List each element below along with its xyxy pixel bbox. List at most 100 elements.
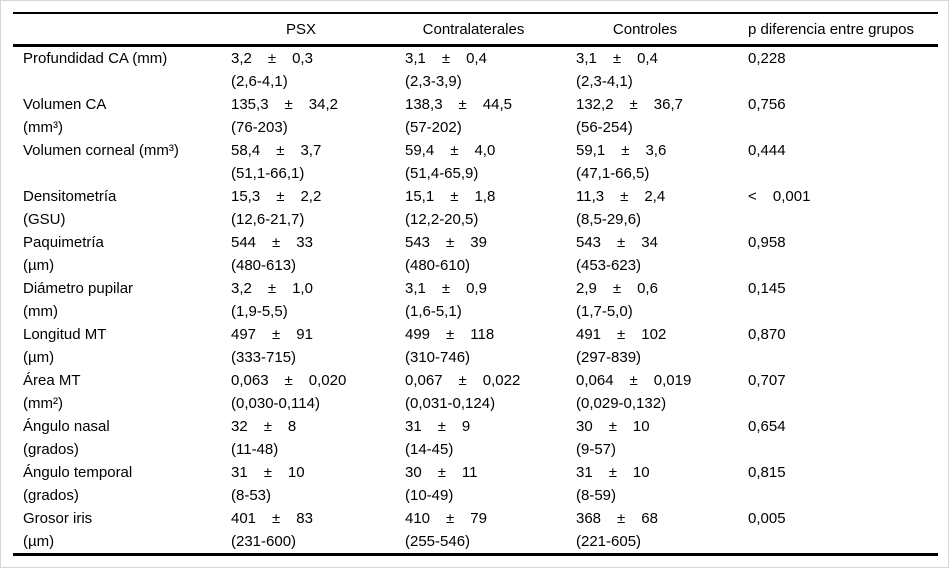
range-value: (8,5-29,6) xyxy=(576,211,642,228)
sd-value: 0,019 xyxy=(653,372,692,389)
value-cell-controles: 30 ±10 (9-57) xyxy=(576,415,748,461)
mean-value: 499 xyxy=(405,326,431,343)
mean-value: 138,3 xyxy=(405,96,443,113)
row-label: Área MT (mm²) xyxy=(13,369,231,415)
plus-minus-sign: ± xyxy=(608,418,617,435)
results-table: PSX Contralaterales Controles p diferenc… xyxy=(13,12,938,556)
mean-value: 31 xyxy=(576,464,593,481)
value-cell-contralaterales: 499 ±118 (310-746) xyxy=(405,323,576,369)
sd-value: 44,5 xyxy=(482,96,512,113)
sd-value: 1,0 xyxy=(292,280,313,297)
value-cell-psx: 15,3 ±2,2 (12,6-21,7) xyxy=(231,185,405,231)
row-label-unit: (grados) xyxy=(23,441,79,458)
table-row: Paquimetría (µm) 544 ±33 (480-613) 543 ±39… xyxy=(13,231,938,277)
mean-value: 0,064 xyxy=(576,372,614,389)
p-value: 0,707 xyxy=(748,372,786,389)
table-header: PSX Contralaterales Controles p diferenc… xyxy=(13,14,938,44)
mean-value: 0,067 xyxy=(405,372,443,389)
plus-minus-sign: ± xyxy=(458,372,467,389)
sd-value: 33 xyxy=(296,234,313,251)
plus-minus-sign: ± xyxy=(276,142,285,159)
plus-minus-sign: ± xyxy=(620,188,629,205)
sd-value: 3,6 xyxy=(645,142,667,159)
range-value: (47,1-66,5) xyxy=(576,165,650,182)
mean-value: 2,9 xyxy=(576,280,597,297)
mean-value: 3,1 xyxy=(576,50,597,67)
sd-value: 118 xyxy=(470,326,495,343)
range-value: (14-45) xyxy=(405,441,454,458)
row-label: Longitud MT (µm) xyxy=(13,323,231,369)
row-label: Volumen corneal (mm³) xyxy=(13,139,231,185)
mean-value: 15,3 xyxy=(231,188,261,205)
range-value: (12,2-20,5) xyxy=(405,211,479,228)
sd-value: 2,2 xyxy=(300,188,322,205)
mean-value: 32 xyxy=(231,418,248,435)
value-cell-contralaterales: 138,3 ±44,5 (57-202) xyxy=(405,93,576,139)
sd-value: 3,7 xyxy=(300,142,322,159)
row-label: Grosor iris (µm) xyxy=(13,507,231,553)
plus-minus-sign: ± xyxy=(629,372,638,389)
range-value: (51,1-66,1) xyxy=(231,165,305,182)
value-cell-controles: 132,2 ±36,7 (56-254) xyxy=(576,93,748,139)
mean-value: 31 xyxy=(405,418,422,435)
row-label-unit xyxy=(23,70,231,93)
header-col-contralaterales: Contralaterales xyxy=(422,20,525,38)
table-row: Longitud MT (µm) 497 ±91 (333-715) 499 ±11… xyxy=(13,323,938,369)
plus-minus-sign: ± xyxy=(446,234,455,251)
p-value: 0,654 xyxy=(748,418,786,435)
p-value: 0,815 xyxy=(748,464,786,481)
value-cell-contralaterales: 15,1 ±1,8 (12,2-20,5) xyxy=(405,185,576,231)
table-row: Ángulo temporal (grados) 31 ±10 (8-53) 30… xyxy=(13,461,938,507)
mean-value: 58,4 xyxy=(231,142,261,159)
row-label: Densitometría (GSU) xyxy=(13,185,231,231)
mean-value: 491 xyxy=(576,326,602,343)
row-label-unit: (mm) xyxy=(23,303,58,320)
sd-value: 102 xyxy=(641,326,667,343)
mean-value: 3,2 xyxy=(231,280,252,297)
plus-minus-sign: ± xyxy=(621,142,630,159)
plus-minus-sign: ± xyxy=(612,50,622,67)
mean-value: 59,4 xyxy=(405,142,435,159)
sd-value: 0,4 xyxy=(466,50,487,67)
plus-minus-sign: ± xyxy=(272,510,281,527)
table-row: Densitometría (GSU) 15,3 ±2,2 (12,6-21,7)… xyxy=(13,185,938,231)
plus-minus-sign: ± xyxy=(617,510,626,527)
p-value: 0,145 xyxy=(748,280,786,297)
sd-value: 68 xyxy=(641,510,658,527)
value-cell-controles: 368 ±68 (221-605) xyxy=(576,507,748,553)
range-value: (56-254) xyxy=(576,119,633,136)
plus-minus-sign: ± xyxy=(437,464,446,481)
mean-value: 132,2 xyxy=(576,96,614,113)
range-value: (453-623) xyxy=(576,257,642,274)
row-label-name: Ángulo nasal xyxy=(23,418,110,435)
row-label-name: Volumen corneal (mm³) xyxy=(23,142,179,159)
range-value: (10-49) xyxy=(405,487,454,504)
value-cell-controles: 31 ±10 (8-59) xyxy=(576,461,748,507)
mean-value: 31 xyxy=(231,464,248,481)
range-value: (310-746) xyxy=(405,349,471,366)
value-cell-controles: 3,1 ±0,4 (2,3-4,1) xyxy=(576,47,748,93)
range-value: (8-59) xyxy=(576,487,617,504)
plus-minus-sign: ± xyxy=(263,418,272,435)
p-value: 0,444 xyxy=(748,142,786,159)
value-cell-contralaterales: 59,4 ±4,0 (51,4-65,9) xyxy=(405,139,576,185)
mean-value: 30 xyxy=(405,464,422,481)
row-label: Volumen CA (mm³) xyxy=(13,93,231,139)
table-row: Volumen CA (mm³) 135,3 ±34,2 (76-203) 138… xyxy=(13,93,938,139)
sd-value: 0,6 xyxy=(637,280,658,297)
plus-minus-sign: ± xyxy=(437,418,446,435)
table-row: Ángulo nasal (grados) 32 ±8 (11-48) 31 ±9 … xyxy=(13,415,938,461)
value-cell-psx: 401 ±83 (231-600) xyxy=(231,507,405,553)
sd-value: 0,9 xyxy=(466,280,487,297)
range-value: (8-53) xyxy=(231,487,272,504)
mean-value: 135,3 xyxy=(231,96,269,113)
row-label-unit: (µm) xyxy=(23,349,55,366)
value-cell-contralaterales: 3,1 ±0,9 (1,6-5,1) xyxy=(405,277,576,323)
plus-minus-sign: ± xyxy=(629,96,638,113)
value-cell-contralaterales: 410 ±79 (255-546) xyxy=(405,507,576,553)
plus-minus-sign: ± xyxy=(608,464,617,481)
row-label-name: Grosor iris xyxy=(23,510,93,527)
sd-value: 79 xyxy=(470,510,487,527)
plus-minus-sign: ± xyxy=(617,326,626,343)
